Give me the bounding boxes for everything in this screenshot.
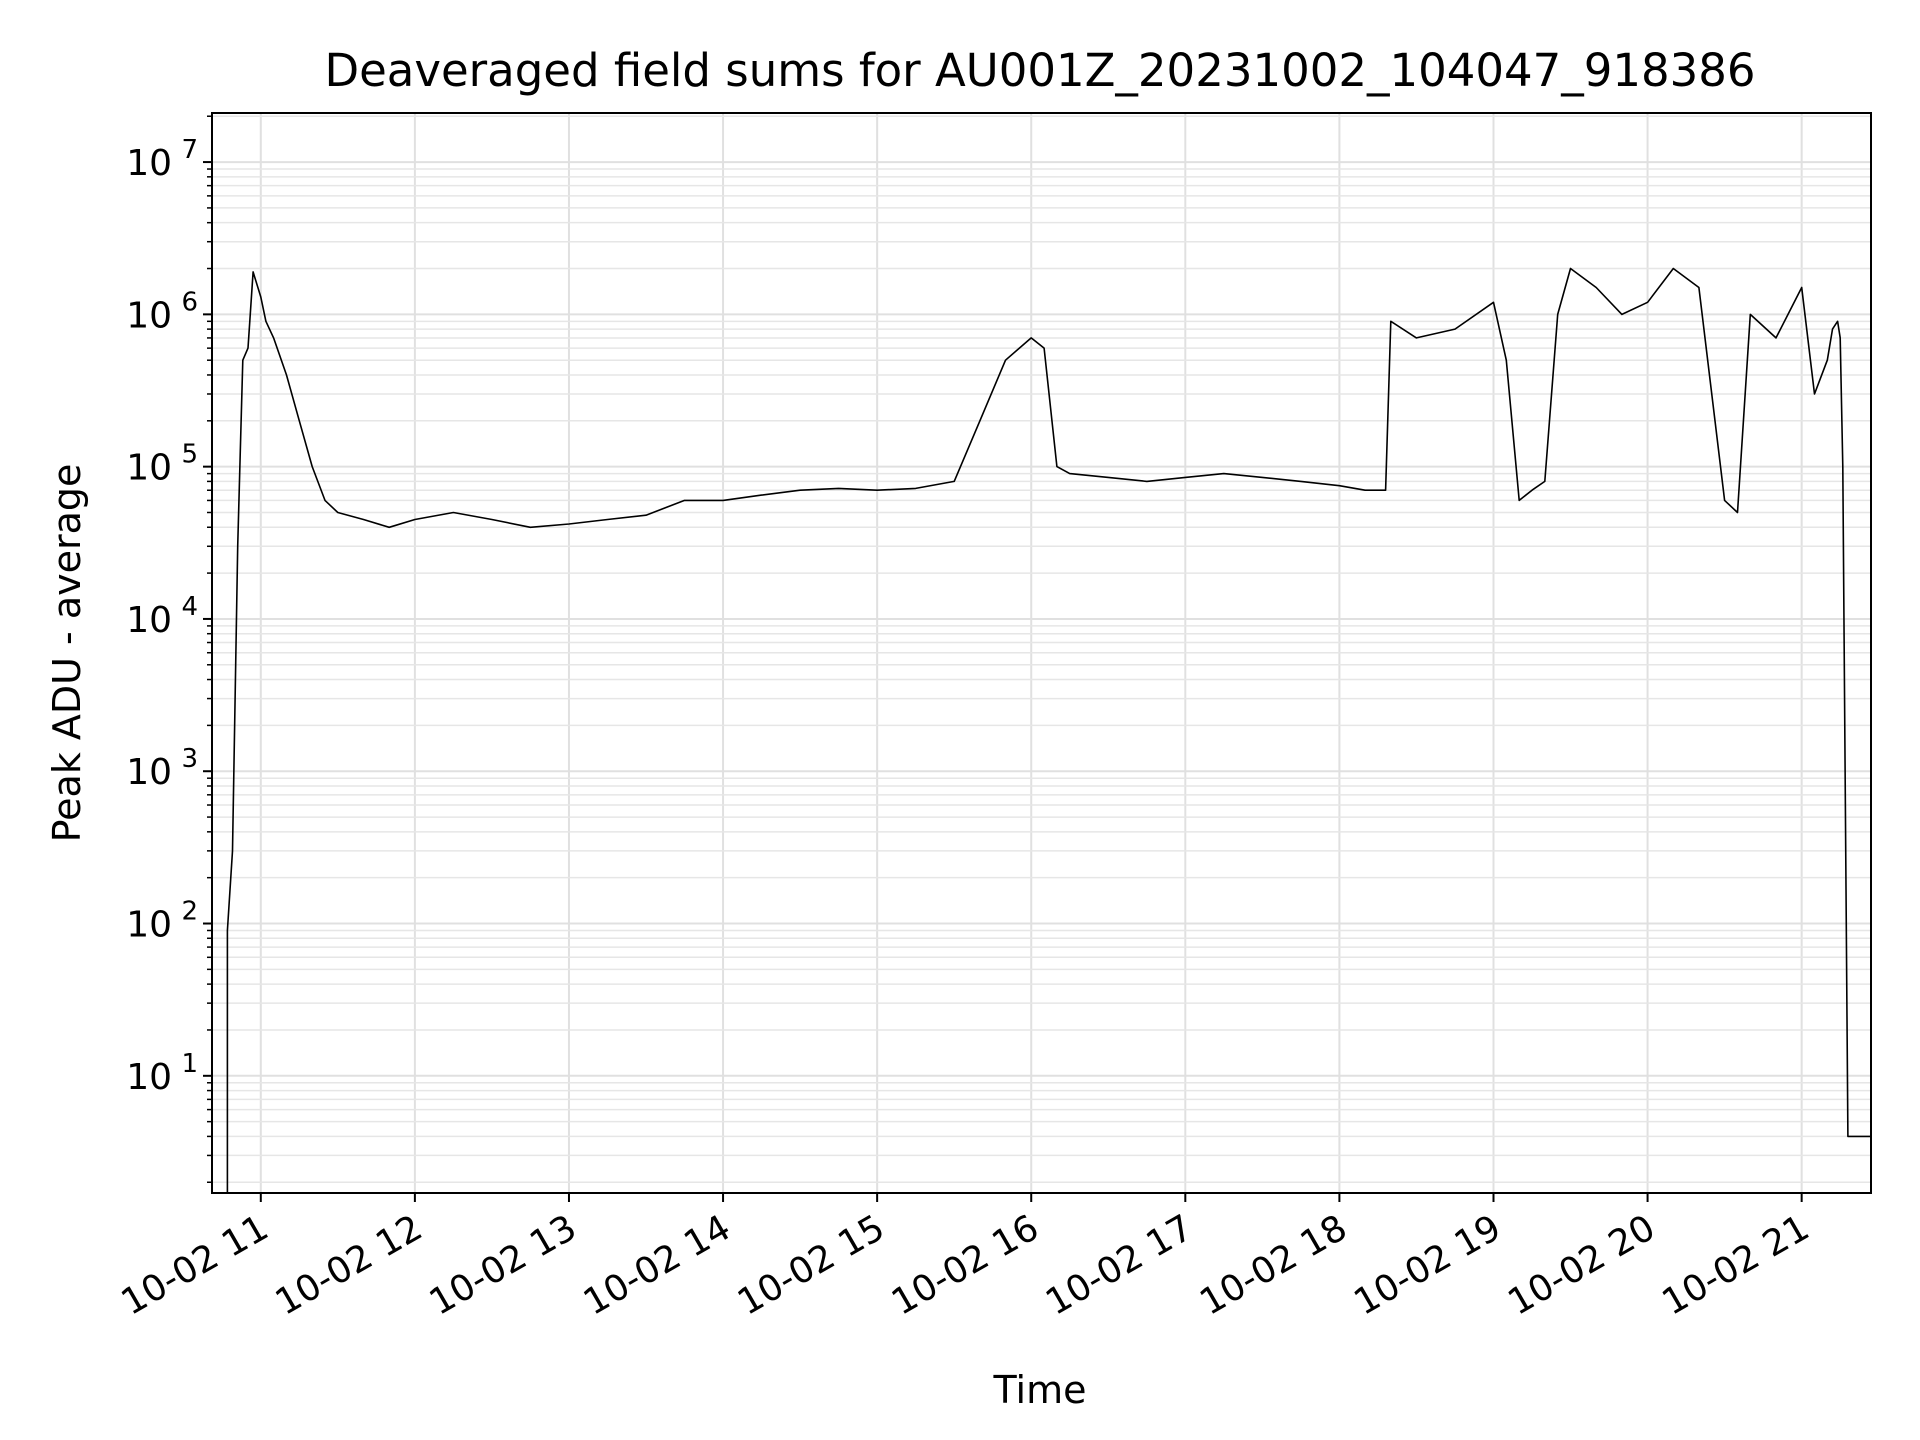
y-tick-exponent: 3 [181,744,198,774]
y-tick-label: 10 [126,600,172,641]
x-axis-label: Time [993,1368,1087,1412]
y-tick-exponent: 2 [181,897,198,927]
y-tick-exponent: 1 [181,1049,198,1079]
y-tick-label: 10 [126,1057,172,1098]
y-tick-exponent: 7 [181,135,198,165]
y-tick-label: 10 [126,295,172,336]
y-tick-exponent: 6 [181,287,198,317]
grid-minor [212,115,1871,1184]
y-axis-ticks: 10 1 10 2 10 3 10 4 10 5 10 6 10 7 [126,115,212,1184]
y-tick-label: 10 [126,905,172,946]
chart-title: Deaveraged field sums for AU001Z_2023100… [324,44,1755,97]
y-tick-label: 10 [126,448,172,489]
series-group [226,267,1871,1193]
y-tick-label: 10 [126,143,172,184]
y-tick-label: 10 [126,752,172,793]
y-tick-exponent: 4 [181,592,198,622]
series-line [226,267,1871,1193]
y-axis-label: Peak ADU - average [45,464,89,843]
y-tick-exponent: 5 [181,440,198,470]
